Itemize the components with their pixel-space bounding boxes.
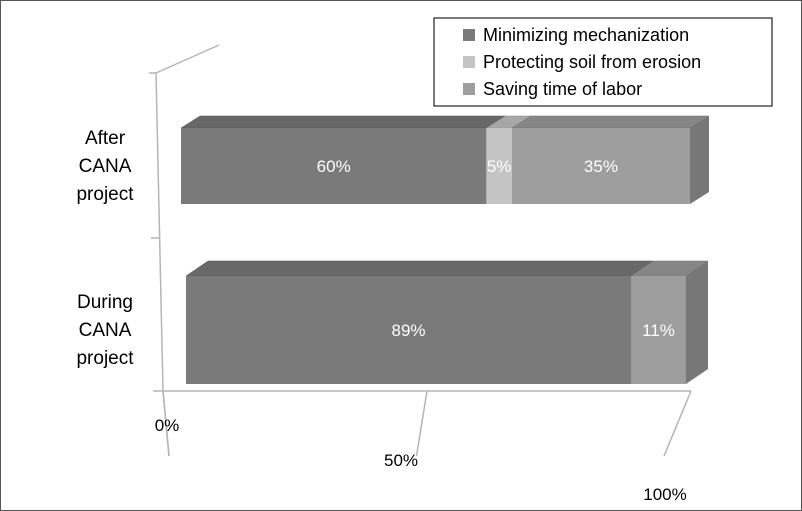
legend-swatch (463, 29, 475, 41)
x-gridline (162, 390, 170, 457)
legend-swatch (463, 56, 475, 68)
category-label: project (76, 348, 134, 369)
data-label: 35% (584, 157, 618, 176)
x-tick-label: 0% (155, 416, 180, 435)
x-gridline (663, 390, 692, 457)
bar-side-face (690, 116, 709, 204)
legend-label: Protecting soil from erosion (483, 52, 701, 72)
bar-segment (511, 128, 690, 204)
bar-segment (181, 128, 487, 204)
y-axis-wall (155, 72, 164, 392)
bar-top-face (180, 115, 507, 129)
legend-box (433, 17, 773, 107)
bar-top-face (511, 115, 710, 129)
wall-top-edge (155, 44, 220, 74)
category-label: CANA (79, 156, 132, 177)
category-label: project (76, 184, 134, 205)
data-label: 5% (487, 157, 512, 176)
legend: Minimizing mechanization Protecting soil … (433, 17, 773, 107)
bar-segment (186, 276, 631, 384)
bar-top-face (185, 260, 654, 277)
axes (149, 44, 692, 457)
category-label: CANA (79, 320, 132, 341)
bar-side-face (686, 261, 708, 384)
bars (180, 115, 710, 384)
legend-label: Saving time of labor (483, 79, 642, 99)
legend-swatch (463, 83, 475, 95)
data-label: 60% (317, 157, 351, 176)
category-label: After (85, 128, 126, 149)
labels: 0% 50% 100% 60% 5% 35% After CANA project 89% 11% D… (76, 128, 686, 504)
x-gridline (415, 390, 428, 457)
x-tick-label: 100% (643, 485, 686, 504)
data-label: 11% (642, 321, 675, 340)
category-label: During (77, 292, 133, 313)
x-tick-label: 50% (384, 451, 418, 470)
bar-segment (631, 276, 686, 384)
data-label: 89% (391, 321, 425, 340)
legend-label: Minimizing mechanization (483, 25, 689, 45)
bar-segment (486, 128, 512, 204)
